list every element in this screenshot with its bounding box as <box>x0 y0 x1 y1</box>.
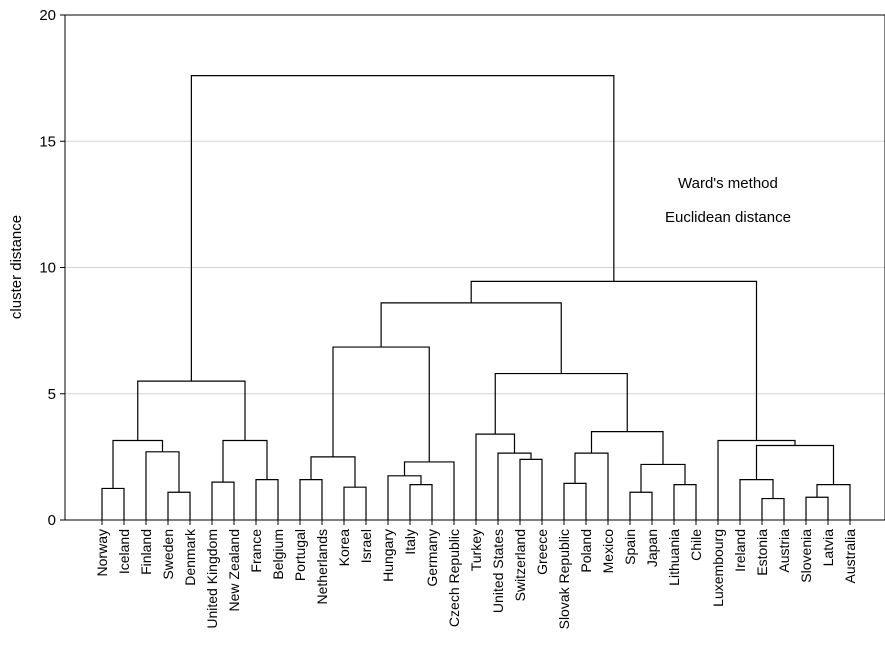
leaf-label: Hungary <box>380 529 396 582</box>
leaf-label: Italy <box>402 529 418 555</box>
dendrogram-link <box>640 463 686 493</box>
leaf-label: Switzerland <box>512 529 528 601</box>
dendrogram-link <box>816 484 851 520</box>
leaf-label: Turkey <box>468 529 484 571</box>
dendrogram-link <box>190 75 615 382</box>
dendrogram-link <box>470 280 758 441</box>
leaf-label: Greece <box>534 529 550 575</box>
leaf-label: Belgium <box>270 529 286 580</box>
dendrogram-link <box>145 451 180 520</box>
dendrogram-link <box>211 481 235 520</box>
leaf-label: Slovak Republic <box>556 529 572 629</box>
leaf-label: Mexico <box>600 529 616 574</box>
dendrogram-link <box>590 431 664 465</box>
dendrogram-link <box>563 482 587 520</box>
leaf-label: Sweden <box>160 529 176 580</box>
leaf-label: Iceland <box>116 529 132 574</box>
dendrogram-link <box>629 491 653 520</box>
y-tick-label: 10 <box>39 260 56 277</box>
y-axis-title: cluster distance <box>8 215 25 319</box>
leaf-label: Spain <box>622 529 638 565</box>
dendrogram-link <box>739 479 774 520</box>
annotation-distance: Euclidean distance <box>665 209 791 226</box>
y-tick-label: 0 <box>48 512 56 529</box>
leaf-label: New Zealand <box>226 529 242 612</box>
leaf-label: Latvia <box>820 529 836 567</box>
leaf-labels: Norway Iceland Finland Sweden Denmark United … <box>94 520 858 629</box>
dendrogram-link <box>574 452 609 520</box>
leaf-label: France <box>248 529 264 573</box>
leaf-label: Denmark <box>182 528 198 586</box>
leaf-label: Israel <box>358 529 374 563</box>
y-tick-label: 5 <box>48 386 56 403</box>
leaf-label: Norway <box>94 529 110 576</box>
dendrogram-link <box>805 496 829 520</box>
dendrogram-link <box>222 439 268 483</box>
leaf-label: Ireland <box>732 529 748 572</box>
y-axis-ticks: 0 5 10 15 20 <box>39 7 65 529</box>
dendrogram-link <box>101 487 125 520</box>
dendrogram-link <box>475 433 516 520</box>
y-tick-label: 20 <box>39 7 56 24</box>
dendrogram-link <box>167 491 191 520</box>
dendrogram-link <box>137 380 246 441</box>
leaf-label: Poland <box>578 529 594 573</box>
dendrogram-link <box>332 346 430 462</box>
leaf-label: Finland <box>138 529 154 575</box>
dendrogram-link <box>403 461 455 520</box>
leaf-label: Australia <box>842 529 858 584</box>
leaf-label: Japan <box>644 529 660 567</box>
dendrogram-link <box>380 302 562 374</box>
dendrogram-link <box>673 484 697 520</box>
dendrogram-link <box>755 444 835 485</box>
dendrogram-links <box>101 75 851 520</box>
leaf-label: Korea <box>336 529 352 567</box>
dendrogram-link <box>497 452 532 520</box>
y-tick-label: 15 <box>39 133 56 150</box>
dendrogram-link <box>409 484 433 520</box>
leaf-label: Luxembourg <box>710 529 726 607</box>
leaf-label: Netherlands <box>314 529 330 605</box>
leaf-label: Germany <box>424 529 440 587</box>
dendrogram-link <box>310 456 356 488</box>
leaf-label: Lithuania <box>666 529 682 586</box>
dendrogram-link <box>519 458 543 520</box>
leaf-label: Portugal <box>292 529 308 581</box>
gridlines <box>65 140 885 395</box>
leaf-label: United Kingdom <box>204 529 220 629</box>
leaf-label: Austria <box>776 529 792 573</box>
leaf-label: United States <box>490 529 506 613</box>
dendrogram-link <box>494 372 628 435</box>
leaf-label: Czech Republic <box>446 529 462 627</box>
dendrogram-link <box>255 479 279 520</box>
dendrogram-link <box>343 486 367 520</box>
dendrogram-link <box>299 479 323 520</box>
dendrogram-link <box>112 439 164 489</box>
leaf-label: Estonia <box>754 529 770 576</box>
annotation-method: Ward's method <box>678 175 778 192</box>
dendrogram-link <box>387 475 422 520</box>
dendrogram-link <box>761 497 785 520</box>
leaf-label: Chile <box>688 529 704 561</box>
leaf-label: Slovenia <box>798 529 814 583</box>
